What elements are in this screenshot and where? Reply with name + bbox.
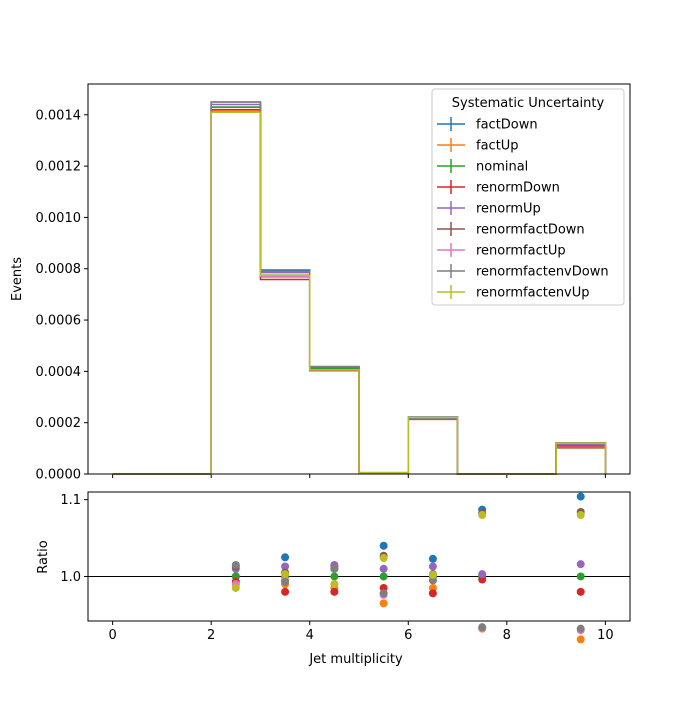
legend-label: renormDown <box>476 181 560 196</box>
ratio-point-renormfactenvUp <box>478 511 487 520</box>
legend-entry-renormfactenvDown: renormfactenvDown <box>437 264 609 280</box>
legend-entry-factDown: factDown <box>437 117 538 133</box>
main-y-tick-label: 0.0010 <box>36 211 82 226</box>
ratio-panel: 0 2 4 6 8 10 1.0 1.1 Ratio Jet multiplicity <box>36 491 631 667</box>
ratio-y-tick-label: 1.0 <box>60 570 81 585</box>
ratio-point-renormfactenvDown <box>379 589 388 598</box>
legend-entry-renormDown: renormDown <box>437 180 560 196</box>
x-tick-label: 0 <box>108 628 116 643</box>
legend-label: renormUp <box>476 202 541 217</box>
ratio-point-renormfactenvDown <box>576 624 585 633</box>
ratio-point-renormfactenvUp <box>231 583 240 592</box>
ratio-point-renormfactenvDown <box>478 623 487 632</box>
ratio-point-renormUp <box>576 560 585 569</box>
main-y-tick-label: 0.0000 <box>36 468 82 483</box>
x-tick-label: 2 <box>207 628 215 643</box>
ratio-point-renormDown <box>330 587 339 596</box>
legend-label: factDown <box>476 118 538 133</box>
legend-title: Systematic Uncertainty <box>452 96 605 111</box>
ratio-point-renormUp <box>281 562 290 571</box>
ratio-point-renormUp <box>428 562 437 571</box>
main-y-axis-label: Events <box>10 257 25 301</box>
ratio-point-renormDown <box>428 589 437 598</box>
legend-label: renormfactDown <box>476 223 585 238</box>
ratio-point-factUp <box>379 599 388 608</box>
legend-entries: factDown factUp nominal renormDown renormUp r… <box>437 117 609 301</box>
legend-entry-factUp: factUp <box>437 138 519 154</box>
x-tick-label: 10 <box>597 628 614 643</box>
ratio-point-renormfactenvUp <box>281 570 290 579</box>
ratio-point-renormfactenvUp <box>428 570 437 579</box>
main-y-tick-label: 0.0002 <box>36 416 82 431</box>
main-y-tick-label: 0.0004 <box>36 365 82 380</box>
legend-label: renormfactenvDown <box>476 265 609 280</box>
main-y-tick-label: 0.0006 <box>36 314 82 329</box>
ratio-point-renormDown <box>281 587 290 596</box>
ratio-point-factUp <box>576 635 585 644</box>
x-tick-label: 8 <box>503 628 511 643</box>
ratio-point-factDown <box>428 554 437 563</box>
legend-label: renormfactUp <box>476 244 566 259</box>
ratio-point-renormfactenvUp <box>576 511 585 520</box>
ratio-point-factDown <box>379 541 388 550</box>
ratio-plot-frame <box>87 491 631 622</box>
legend-entry-renormfactenvUp: renormfactenvUp <box>437 285 590 301</box>
legend: Systematic Uncertainty factDown factUp nom… <box>431 88 625 306</box>
ratio-plot-area <box>88 492 630 621</box>
ratio-x-ticks: 0 2 4 6 8 10 <box>108 621 614 643</box>
ratio-point-renormDown <box>576 587 585 596</box>
ratio-point-nominal <box>576 572 585 581</box>
ratio-y-tick-label: 1.1 <box>60 493 81 508</box>
ratio-point-nominal <box>379 572 388 581</box>
ratio-y-axis-label: Ratio <box>36 540 51 573</box>
legend-label: nominal <box>476 160 528 175</box>
legend-label: renormfactenvUp <box>476 286 590 301</box>
ratio-point-renormUp <box>379 564 388 573</box>
x-axis-label: Jet multiplicity <box>308 652 403 667</box>
legend-box <box>431 88 625 306</box>
legend-entry-renormfactDown: renormfactDown <box>437 222 585 238</box>
legend-entry-renormfactUp: renormfactUp <box>437 243 566 259</box>
ratio-point-factDown <box>576 492 585 501</box>
legend-entry-renormUp: renormUp <box>437 201 541 217</box>
ratio-point-renormUp <box>478 570 487 579</box>
x-tick-label: 6 <box>404 628 412 643</box>
main-y-ticks: 0.0000 0.0002 0.0004 0.0006 0.0008 0.0010 0.00… <box>36 108 88 483</box>
main-y-tick-label: 0.0014 <box>36 108 82 123</box>
ratio-point-renormfactenvUp <box>330 580 339 589</box>
main-y-tick-label: 0.0008 <box>36 262 82 277</box>
ratio-y-ticks: 1.0 1.1 <box>60 493 88 585</box>
ratio-point-renormfactenvDown <box>330 564 339 573</box>
main-panel: 0.0000 0.0002 0.0004 0.0006 0.0008 0.0010 0.00… <box>10 83 631 483</box>
ratio-point-renormfactenvDown <box>281 577 290 586</box>
legend-label: factUp <box>476 139 519 154</box>
main-y-tick-label: 0.0012 <box>36 160 82 175</box>
x-tick-label: 4 <box>306 628 314 643</box>
ratio-points-group <box>231 492 585 644</box>
ratio-point-nominal <box>330 572 339 581</box>
legend-entry-nominal: nominal <box>437 159 528 175</box>
ratio-point-renormfactenvUp <box>379 554 388 563</box>
ratio-point-renormfactenvDown <box>231 560 240 569</box>
ratio-point-factDown <box>281 553 290 562</box>
main-plot-frame <box>87 83 631 475</box>
